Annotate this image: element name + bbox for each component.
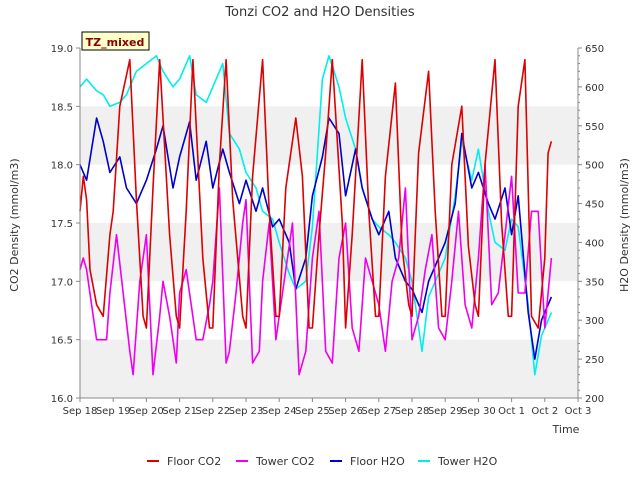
y-left-tick-label: 17.5 (51, 219, 73, 230)
badge: TZ_mixed (81, 31, 150, 51)
series-line-floor-h2o (79, 117, 553, 360)
series-line-tower-co2 (79, 163, 553, 376)
y-right-tick-label: 250 (585, 355, 604, 366)
x-tick-label: Sep 24 (262, 406, 297, 417)
legend-label-tower-co2: Tower CO2 (255, 455, 315, 468)
badge-label: TZ_mixed (86, 36, 145, 49)
y-right-tick-label: 300 (585, 316, 604, 327)
y-left-tick-label: 18.0 (51, 161, 73, 172)
y-right-tick-label: 350 (585, 277, 604, 288)
y-left-tick-label: 17.0 (51, 277, 73, 288)
y-left-tick-label: 16.5 (51, 336, 73, 347)
background-band (80, 339, 578, 398)
x-tick-label: Sep 26 (328, 406, 363, 417)
y-right-tick-label: 650 (585, 44, 604, 55)
y-axis-right-label: H2O Density (mmol/m3) (618, 158, 631, 292)
chart-title: Tonzi CO2 and H2O Densities (224, 5, 415, 20)
series-line-floor-co2 (79, 58, 553, 329)
x-tick-label: Sep 22 (195, 406, 230, 417)
y-right-tick-label: 550 (585, 122, 604, 133)
x-tick-label: Sep 21 (162, 406, 197, 417)
x-tick-label: Sep 29 (428, 406, 463, 417)
x-tick-label: Sep 27 (361, 406, 396, 417)
legend-label-floor-h2o: Floor H2O (350, 455, 405, 468)
x-tick-label: Sep 23 (229, 406, 264, 417)
x-tick-label: Sep 30 (461, 406, 496, 417)
y-right-tick-label: 500 (585, 161, 604, 172)
y-left-tick-label: 18.5 (51, 102, 73, 113)
background-band (80, 223, 578, 282)
x-tick-label: Sep 20 (129, 406, 164, 417)
series-line-tower-h2o (79, 54, 553, 376)
y-axis-left-label: CO2 Density (mmol/m3) (8, 158, 21, 291)
axes: 16.0 16.5 17.0 17.5 18.0 18.5 19.0 200 250 300 350… (51, 44, 604, 417)
legend: Floor CO2 Tower CO2 Floor H2O Tower H2O (147, 455, 498, 468)
y-left-tick-label: 19.0 (51, 44, 73, 55)
x-tick-label: Sep 28 (395, 406, 430, 417)
x-tick-label: Sep 25 (295, 406, 330, 417)
y-right-tick-label: 600 (585, 83, 604, 94)
x-tick-label: Oct 3 (565, 406, 592, 417)
y-right-tick-label: 200 (585, 394, 604, 405)
y-left-tick-label: 16.0 (51, 394, 73, 405)
y-right-tick-label: 450 (585, 200, 604, 211)
legend-label-tower-h2o: Tower H2O (437, 455, 498, 468)
y-right-tick-label: 400 (585, 238, 604, 249)
legend-label-floor-co2: Floor CO2 (167, 455, 221, 468)
series-layer (79, 54, 553, 376)
x-tick-label: Oct 2 (531, 406, 558, 417)
x-tick-label: Sep 18 (63, 406, 98, 417)
x-tick-label: Sep 19 (96, 406, 131, 417)
x-axis-label: Time (552, 423, 580, 436)
badge-box (81, 31, 150, 51)
x-tick-label: Oct 1 (498, 406, 525, 417)
